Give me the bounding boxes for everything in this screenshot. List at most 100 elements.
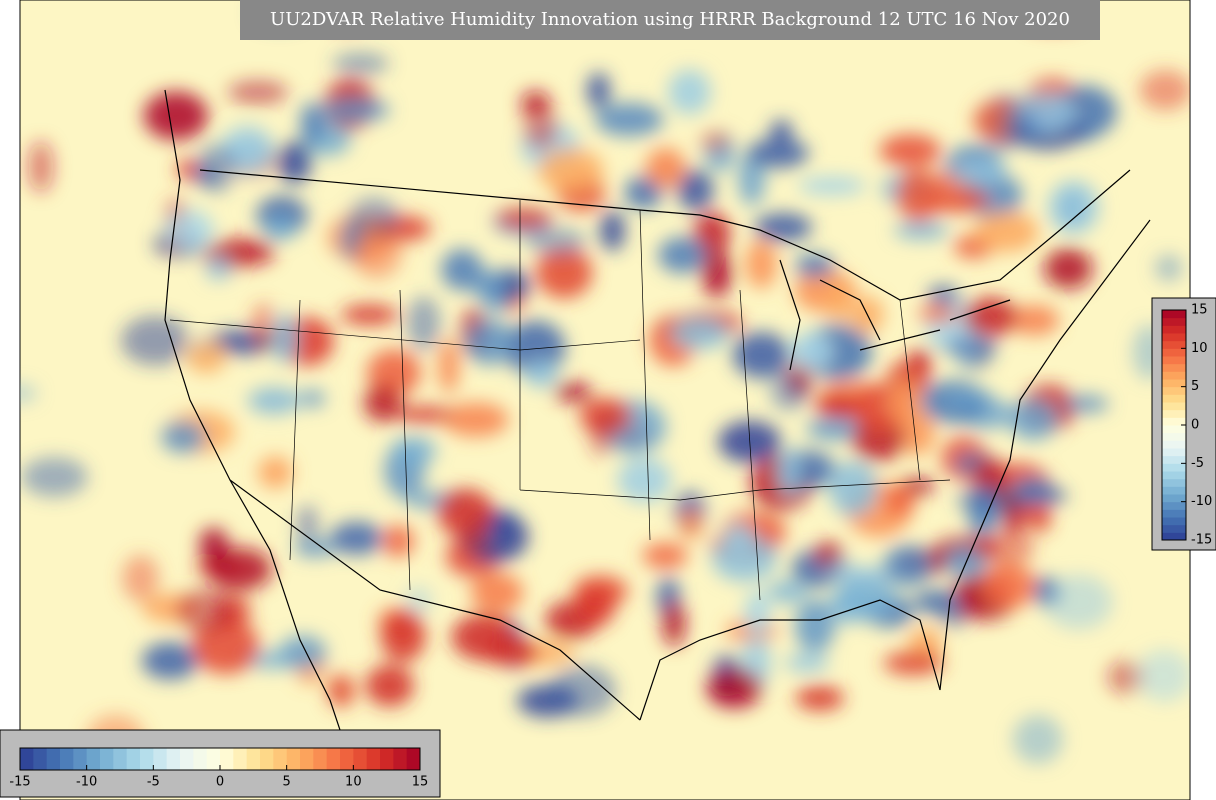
colorbar-segment <box>300 748 314 770</box>
innovation-patch <box>554 382 592 402</box>
innovation-patch <box>20 384 38 403</box>
innovation-patch <box>770 372 808 411</box>
innovation-patch <box>340 304 399 325</box>
innovation-patch <box>535 247 593 299</box>
innovation-patch <box>206 547 273 591</box>
innovation-patch <box>455 528 489 556</box>
east-coast <box>939 219 1151 691</box>
innovation-patch <box>724 522 753 553</box>
innovation-patch <box>258 456 293 489</box>
innovation-patch <box>227 80 289 105</box>
innovation-patch <box>938 602 968 629</box>
colorbar-segment <box>313 748 328 770</box>
colorbar-segment <box>1162 379 1186 388</box>
tick-label: 5 <box>1191 379 1199 394</box>
innovation-patch <box>526 227 587 255</box>
innovation-patch <box>28 141 54 193</box>
colorbar-segment <box>193 748 208 770</box>
innovation-patch <box>1137 649 1190 702</box>
innovation-patch <box>701 248 732 298</box>
innovation-patch <box>587 72 611 109</box>
innovation-patch <box>1063 395 1109 413</box>
colorbar-segment <box>326 748 341 770</box>
innovation-patch <box>1044 574 1113 630</box>
colorbar-segment <box>1162 532 1186 541</box>
colorbar-segment <box>86 748 101 770</box>
innovation-patch <box>441 249 483 291</box>
tick-label: 10 <box>1191 341 1208 356</box>
innovation-patch <box>122 554 159 602</box>
innovation-patch <box>176 158 198 181</box>
innovation-patch <box>471 270 510 302</box>
colorbar-segment <box>380 748 394 770</box>
innovation-patch <box>827 279 850 323</box>
innovation-patch <box>300 102 325 144</box>
innovation-patch <box>1139 69 1190 111</box>
innovation-patch <box>186 340 227 374</box>
colorbar-segment <box>1162 432 1186 441</box>
tick-label: 0 <box>216 775 224 790</box>
innovation-patch <box>247 387 301 415</box>
innovation-patch <box>380 611 426 662</box>
innovation-patch <box>143 91 208 141</box>
colorbar-segment <box>340 748 354 770</box>
innovation-patch <box>1043 248 1093 289</box>
innovation-patch <box>798 176 867 195</box>
innovation-patch <box>365 664 414 707</box>
innovation-patch <box>885 485 916 517</box>
innovation-patch <box>523 103 558 149</box>
colorbar-segment <box>166 748 181 770</box>
innovation-patch <box>767 580 808 604</box>
colorbar-segment <box>140 748 154 770</box>
innovation-patch <box>300 390 326 407</box>
colorbar-segment <box>1162 425 1186 434</box>
innovation-patch <box>1107 660 1145 694</box>
innovation-patch <box>624 176 663 210</box>
colorbar-segment <box>153 748 168 770</box>
innovation-field <box>20 0 1190 769</box>
innovation-patch <box>794 598 836 653</box>
colorbar-segment <box>1162 478 1186 487</box>
title-box <box>240 0 1100 40</box>
innovation-patch <box>271 313 298 363</box>
innovation-patch <box>745 239 777 289</box>
innovation-patch <box>754 213 813 242</box>
innovation-patch <box>642 542 688 569</box>
innovation-patch <box>896 169 942 223</box>
map-title: UU2DVAR Relative Humidity Innovation usi… <box>270 9 1070 30</box>
innovation-patch <box>251 302 276 353</box>
innovation-patch <box>982 562 1037 609</box>
colorbar-segment <box>1162 310 1186 319</box>
colorbar-segment <box>246 748 261 770</box>
innovation-patch <box>382 525 415 558</box>
colorbar-segment <box>1162 363 1186 372</box>
colorbar-segment <box>46 748 61 770</box>
colorbar-segment <box>1162 386 1186 395</box>
innovation-patch <box>882 545 932 587</box>
colorbar-segment <box>366 748 381 770</box>
innovation-patch <box>176 588 234 634</box>
innovation-patch <box>658 236 707 274</box>
innovation-patch <box>437 488 495 538</box>
colorbar-segment <box>1162 402 1186 411</box>
colorbar-segment <box>1162 348 1186 357</box>
innovation-patch <box>963 297 1018 337</box>
innovation-patch <box>120 315 190 366</box>
colorbar-segment <box>73 748 88 770</box>
innovation-patch <box>470 572 524 614</box>
colorbar-segment <box>60 748 74 770</box>
innovation-patch <box>350 223 403 279</box>
innovation-patch <box>327 674 356 708</box>
colorbar-segment <box>1162 501 1186 510</box>
innovation-patch <box>575 585 616 627</box>
innovation-patch <box>778 447 801 497</box>
innovation-patch <box>195 143 236 193</box>
colorbar-segment <box>1162 371 1186 380</box>
colorbar-segment <box>286 748 301 770</box>
innovation-patch <box>524 359 559 388</box>
innovation-patch <box>670 317 730 350</box>
innovation-patch <box>443 402 509 437</box>
innovation-patch <box>279 635 327 670</box>
innovation-patch <box>784 653 830 673</box>
